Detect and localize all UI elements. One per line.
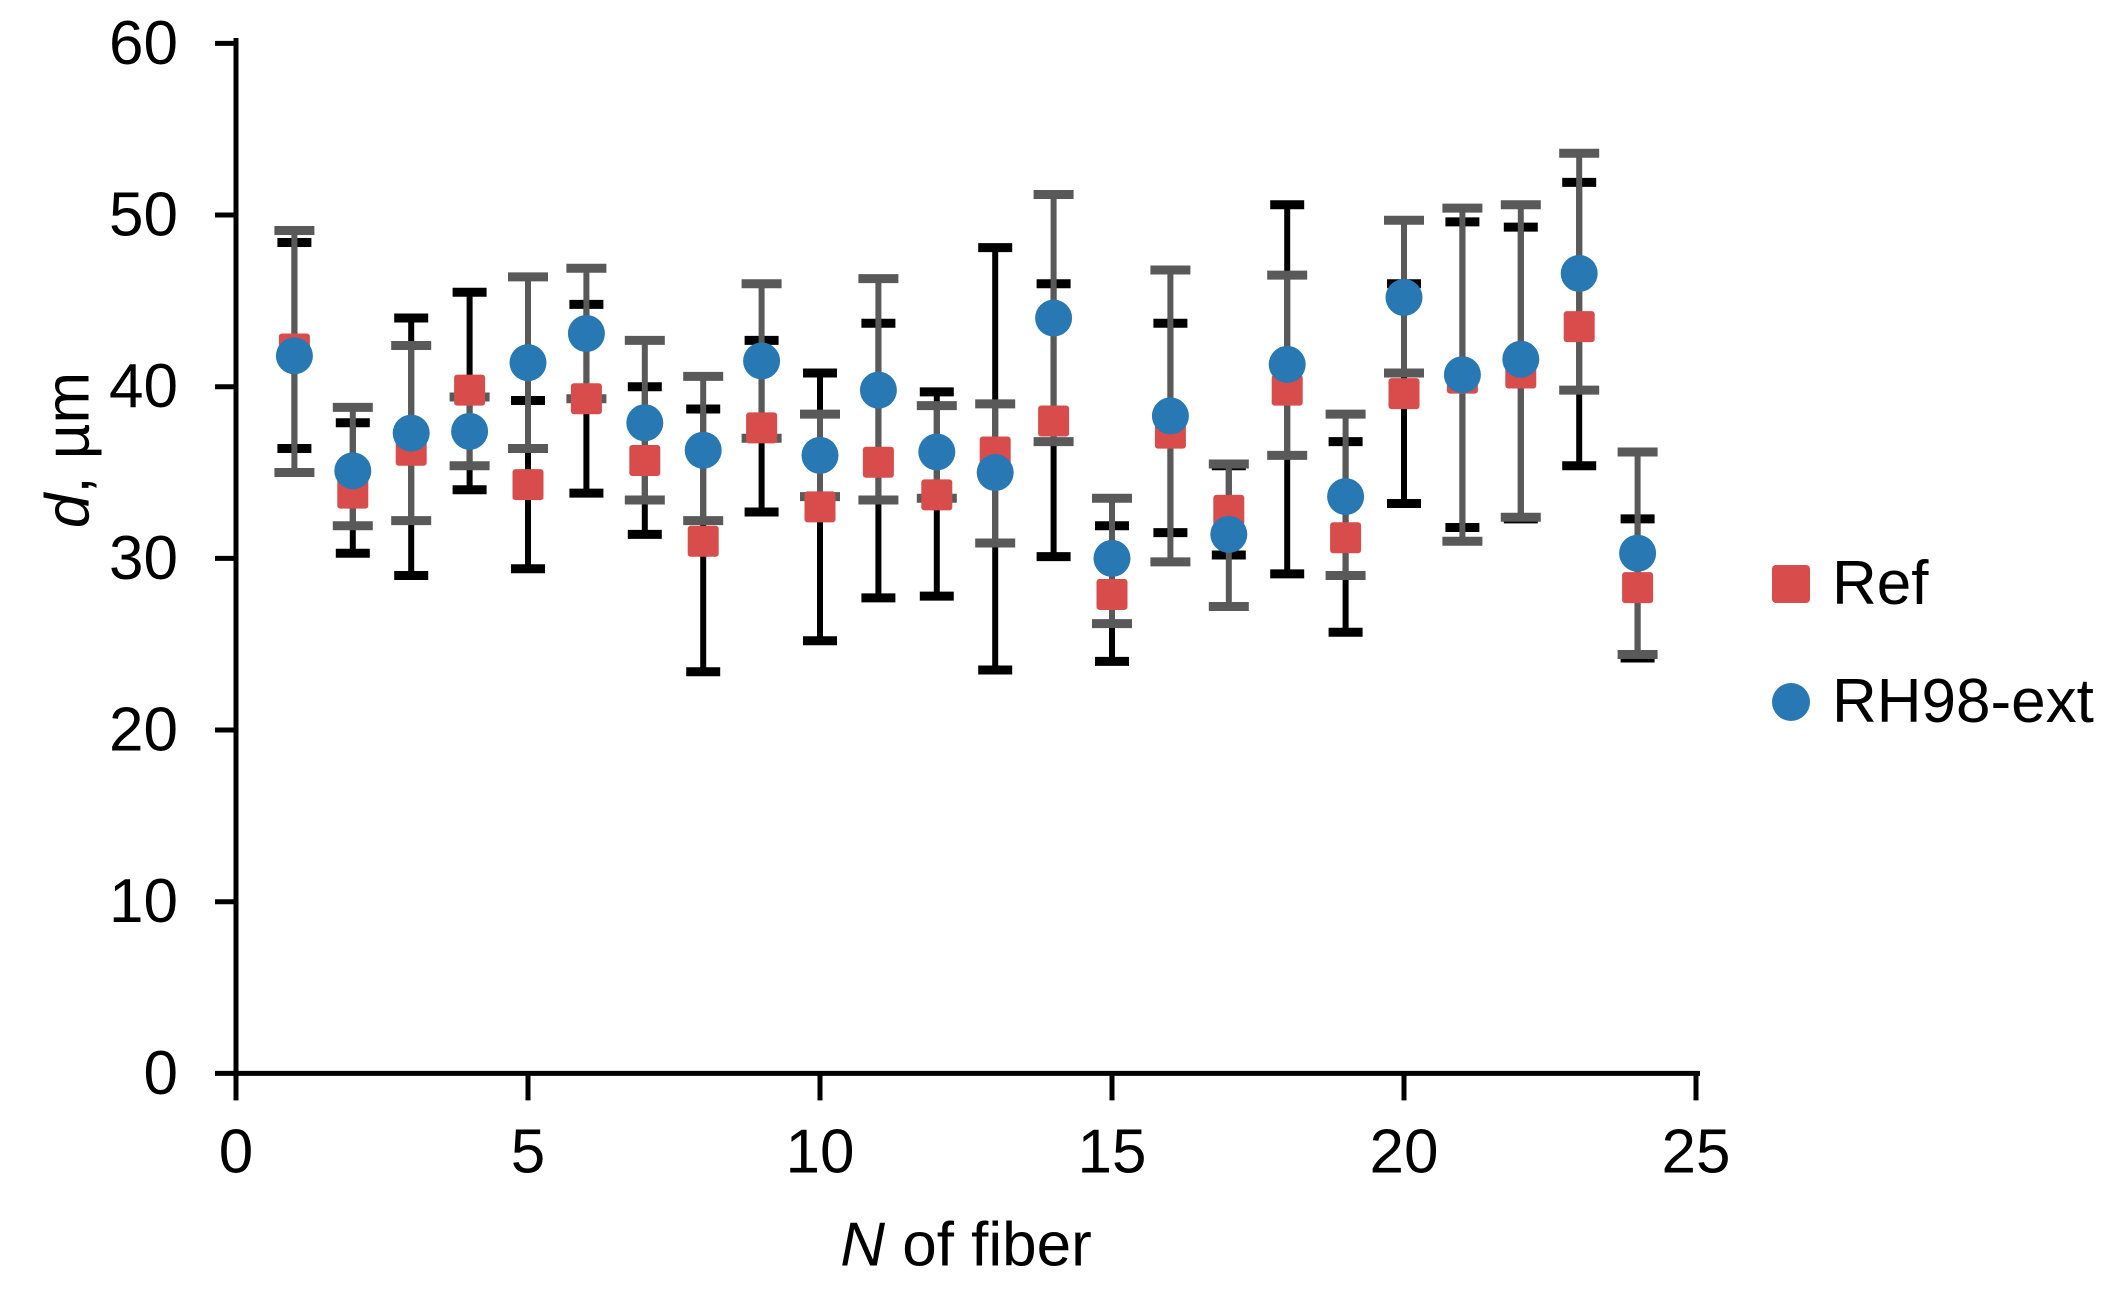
rh98-marker xyxy=(1210,515,1248,553)
rh98-marker xyxy=(1502,340,1540,378)
x-tick-label: 15 xyxy=(1078,1118,1147,1187)
ref-marker xyxy=(687,525,719,557)
ref-marker xyxy=(570,383,602,415)
rh98-marker xyxy=(1268,345,1306,383)
rh98-marker xyxy=(1151,397,1189,435)
ref-marker xyxy=(1038,405,1070,437)
rh98-marker xyxy=(334,452,372,490)
y-tick-label: 40 xyxy=(109,352,178,421)
legend-entry-ref: Ref xyxy=(1772,549,2094,618)
y-tick-label: 30 xyxy=(109,524,178,593)
rh98-marker xyxy=(918,433,956,471)
x-tick-label: 20 xyxy=(1370,1118,1439,1187)
y-axis-title: d, µm xyxy=(33,340,104,560)
rh98-marker xyxy=(859,371,897,409)
rh98-marker xyxy=(1619,534,1657,572)
rh98-marker xyxy=(509,344,547,382)
y-axis-title-symbol: d xyxy=(33,493,103,529)
ref-marker xyxy=(1271,374,1303,406)
rh98-marker xyxy=(684,431,722,469)
ref-marker xyxy=(862,446,894,478)
rh98-marker xyxy=(1327,478,1365,516)
rh98-marker xyxy=(1560,254,1598,292)
rh98-marker xyxy=(976,454,1014,492)
y-tick-label: 50 xyxy=(109,181,178,250)
ref-marker xyxy=(1622,572,1654,604)
y-tick-label: 10 xyxy=(109,867,178,936)
legend: Ref RH98-ext xyxy=(1772,549,2094,792)
x-axis-title: N of fiber xyxy=(840,1210,1092,1281)
ref-marker xyxy=(629,445,661,477)
x-tick-label: 10 xyxy=(786,1118,855,1187)
x-tick-label: 0 xyxy=(219,1118,253,1187)
y-tick-label: 0 xyxy=(144,1039,178,1108)
rh98-marker xyxy=(392,414,430,452)
ref-marker xyxy=(1563,311,1595,343)
y-tick-label: 20 xyxy=(109,696,178,765)
legend-entry-rh98: RH98-ext xyxy=(1772,667,2094,736)
ref-marker xyxy=(1330,522,1362,554)
rh98-marker xyxy=(451,412,489,450)
y-axis-title-unit: , µm xyxy=(33,371,103,494)
legend-label-rh98: RH98-ext xyxy=(1832,667,2094,736)
ref-marker xyxy=(804,491,836,523)
rh98-marker xyxy=(275,337,313,375)
legend-label-ref: Ref xyxy=(1832,549,1929,618)
ref-marker xyxy=(512,469,544,501)
ref-marker xyxy=(1388,378,1420,410)
rh98-circle-icon xyxy=(1772,683,1810,721)
ref-square-icon xyxy=(1772,565,1810,603)
x-tick-label: 25 xyxy=(1662,1118,1731,1187)
rh98-marker xyxy=(567,315,605,353)
rh98-marker xyxy=(1443,356,1481,394)
x-tick-label: 5 xyxy=(511,1118,545,1187)
rh98-marker xyxy=(1093,539,1131,577)
rh98-marker xyxy=(1035,299,1073,337)
ref-marker xyxy=(454,374,486,406)
x-axis-title-symbol: N xyxy=(840,1210,885,1280)
ref-marker xyxy=(746,412,778,444)
x-axis-title-rest: of fiber xyxy=(885,1210,1092,1280)
rh98-marker xyxy=(1385,278,1423,316)
rh98-marker xyxy=(743,342,781,380)
rh98-marker xyxy=(801,436,839,474)
rh98-marker xyxy=(626,404,664,442)
ref-marker xyxy=(1096,578,1128,610)
ref-marker xyxy=(921,479,953,511)
y-tick-label: 60 xyxy=(109,9,178,78)
